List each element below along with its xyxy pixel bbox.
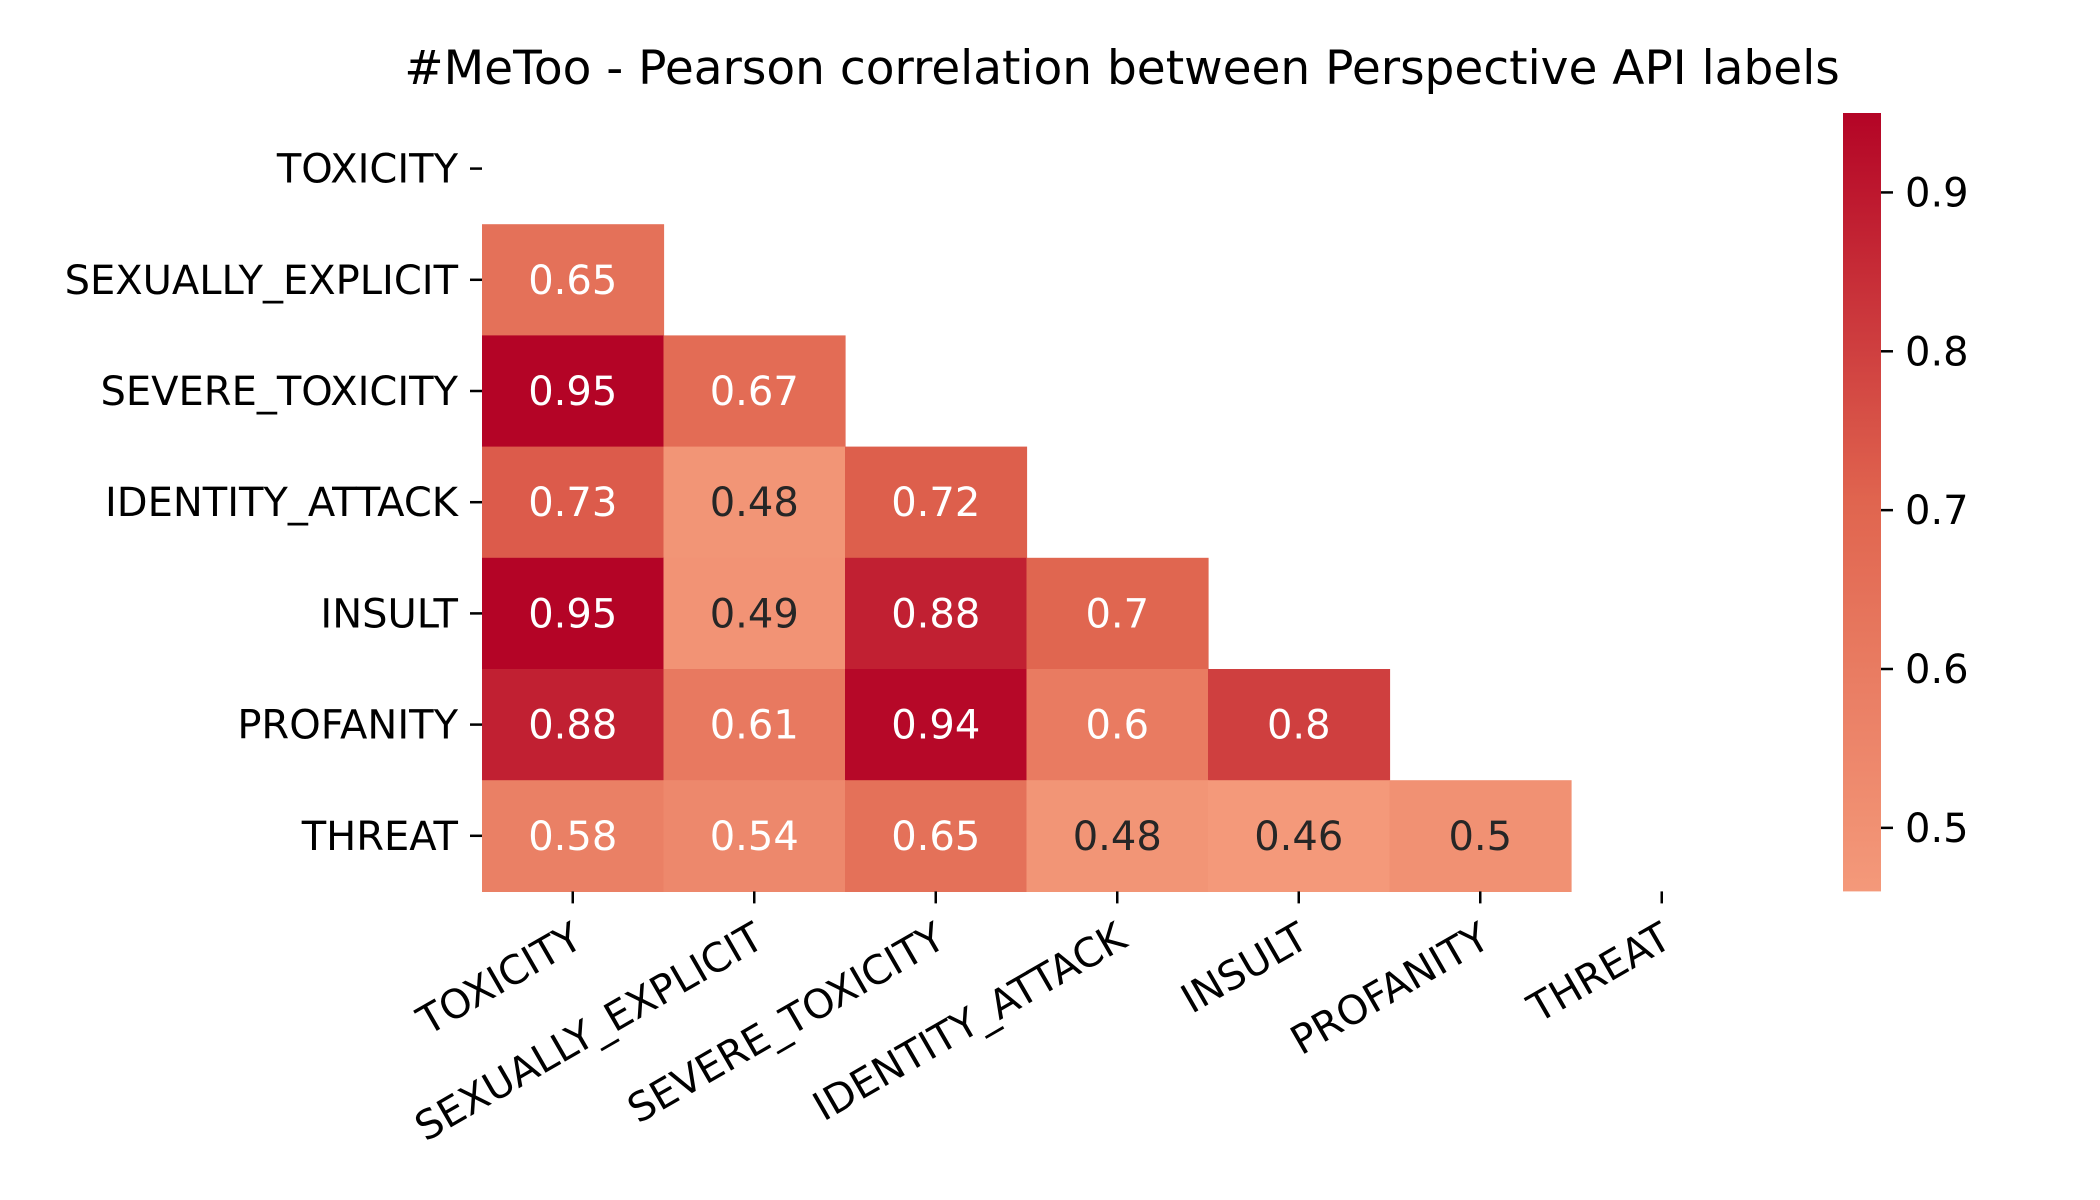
heatmap-cell-profanity-sexually_explicit (663, 669, 846, 781)
y-tick-label: INSULT (320, 591, 458, 637)
cell-value-label: 0.5 (1448, 814, 1512, 860)
cell-value-label: 0.95 (528, 369, 617, 415)
x-tick-label: IDENTITY_ATTACK (806, 913, 1136, 1130)
heatmap-cell-severe_toxicity-toxicity (482, 335, 665, 448)
x-tick-label: SEXUALLY_EXPLICIT (408, 914, 772, 1151)
y-tick-label: IDENTITY_ATTACK (105, 480, 460, 526)
colorbar-tick-label: 0.8 (1905, 329, 1969, 375)
colorbar-tick-label: 0.6 (1905, 647, 1969, 693)
cell-value-label: 0.48 (1073, 814, 1162, 860)
x-tick-label: INSULT (1174, 914, 1317, 1023)
heatmap-cell-threat-sexually_explicit (663, 780, 846, 892)
x-tick-label: PROFANITY (1283, 914, 1498, 1064)
y-tick-label: PROFANITY (237, 703, 458, 749)
y-tick-label: TOXICITY (276, 147, 459, 193)
cell-value-label: 0.65 (891, 814, 980, 860)
colorbar-gradient (1843, 113, 1881, 892)
heatmap-cell-profanity-toxicity (482, 669, 665, 781)
heatmap-cell-insult-severe_toxicity (845, 557, 1028, 670)
colorbar-tick-label: 0.9 (1905, 170, 1969, 216)
cell-value-label: 0.48 (710, 480, 799, 526)
colorbar-tick-label: 0.5 (1905, 806, 1969, 852)
x-tick-label: SEVERE_TOXICITY (620, 914, 953, 1133)
heatmap-cell-severe_toxicity-sexually_explicit (663, 335, 846, 448)
cell-value-label: 0.46 (1254, 814, 1343, 860)
heatmap-cell-insult-toxicity (482, 557, 665, 670)
heatmap-cell-threat-toxicity (482, 780, 665, 892)
cell-value-label: 0.95 (528, 591, 617, 637)
x-tick-label: THREAT (1520, 914, 1680, 1033)
y-axis: TOXICITY SEXUALLY_EXPLICIT SEVERE_TOXICITY… (65, 147, 482, 860)
heatmap-cell-threat-insult (1208, 780, 1391, 892)
heatmap-cell-identity_attack-severe_toxicity (845, 446, 1028, 559)
cell-value-label: 0.88 (891, 591, 980, 637)
y-tick-label: SEXUALLY_EXPLICIT (65, 258, 459, 304)
heatmap-cell-identity_attack-toxicity (482, 446, 665, 559)
cell-value-label: 0.88 (528, 703, 617, 749)
colorbar-tick-label: 0.7 (1905, 488, 1969, 534)
cell-value-label: 0.6 (1085, 703, 1149, 749)
cell-value-label: 0.61 (710, 703, 799, 749)
cell-value-label: 0.7 (1085, 591, 1149, 637)
heatmap-cell-profanity-identity_attack (1026, 669, 1209, 781)
cell-value-label: 0.58 (528, 814, 617, 860)
y-tick-label: SEVERE_TOXICITY (100, 369, 458, 415)
y-tick-label: THREAT (301, 814, 459, 860)
cell-value-label: 0.49 (710, 591, 799, 637)
cell-value-label: 0.94 (891, 703, 980, 749)
cell-value-label: 0.8 (1267, 703, 1331, 749)
cell-value-label: 0.72 (891, 480, 980, 526)
heatmap-cell-profanity-insult (1208, 669, 1391, 781)
cell-value-label: 0.73 (528, 480, 617, 526)
x-axis: TOXICITYSEXUALLY_EXPLICITSEVERE_TOXICITY… (408, 891, 1680, 1151)
cell-value-label: 0.67 (710, 369, 799, 415)
heatmap-cells: 0.65 0.95 0.67 0.73 0.48 0.72 0.95 0.49 0.88 0.7 0… (482, 224, 1572, 892)
colorbar: 0.5 0.6 0.7 0.8 0.9 (1843, 113, 1969, 892)
heatmap-cell-threat-severe_toxicity (845, 780, 1028, 892)
heatmap-cell-insult-sexually_explicit (663, 557, 846, 670)
heatmap-cell-insult-identity_attack (1026, 557, 1209, 670)
cell-value-label: 0.54 (710, 814, 799, 860)
heatmap-cell-profanity-severe_toxicity (845, 669, 1028, 781)
heatmap-cell-threat-profanity (1389, 780, 1572, 892)
cell-value-label: 0.65 (528, 258, 617, 304)
heatmap-cell-identity_attack-sexually_explicit (663, 446, 846, 559)
heatmap-cell-threat-identity_attack (1026, 780, 1209, 892)
heatmap-cell-sexually_explicit-toxicity (482, 224, 665, 336)
chart-title: #MeToo - Pearson correlation between Per… (404, 41, 1840, 96)
